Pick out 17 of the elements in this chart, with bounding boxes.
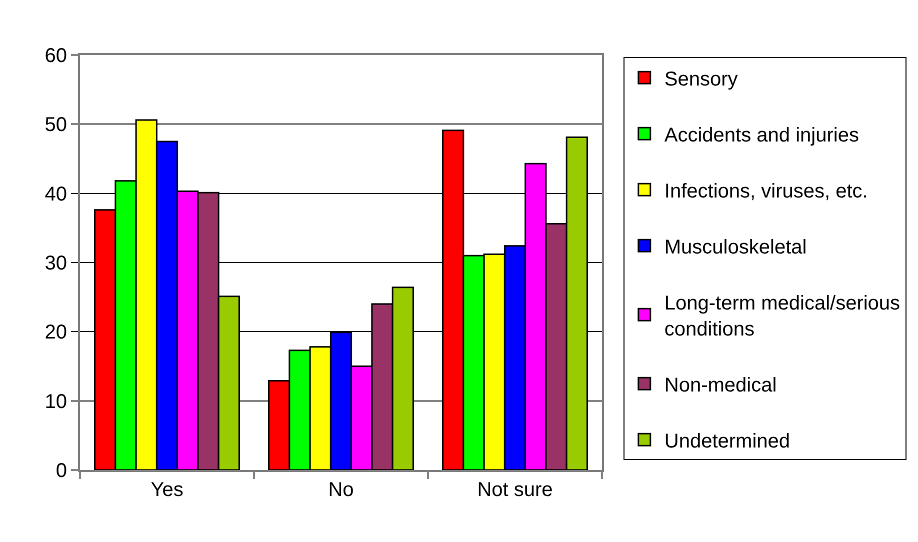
legend-label: Sensory [664,68,738,90]
x-tick-label: Not sure [477,479,553,501]
legend-label: Musculoskeletal [664,236,807,258]
y-tick-label: 40 [44,183,67,206]
legend-label: Non-medical [664,374,777,396]
y-tick-label: 50 [44,114,67,136]
x-tick-label: No [328,479,354,501]
legend-label: Undetermined [664,430,790,452]
y-tick-label: 60 [44,45,67,67]
legend-label: Infections, viruses, etc. [664,180,868,202]
legend-label: Accidents and injuries [664,124,859,146]
legend-label: Long-term medical/serious conditions [664,292,900,340]
y-tick-label: 30 [44,252,67,274]
y-tick-label: 0 [56,460,67,482]
y-tick-label: 20 [44,322,67,344]
x-tick-label: Yes [150,479,184,501]
y-tick-label: 10 [44,390,67,413]
